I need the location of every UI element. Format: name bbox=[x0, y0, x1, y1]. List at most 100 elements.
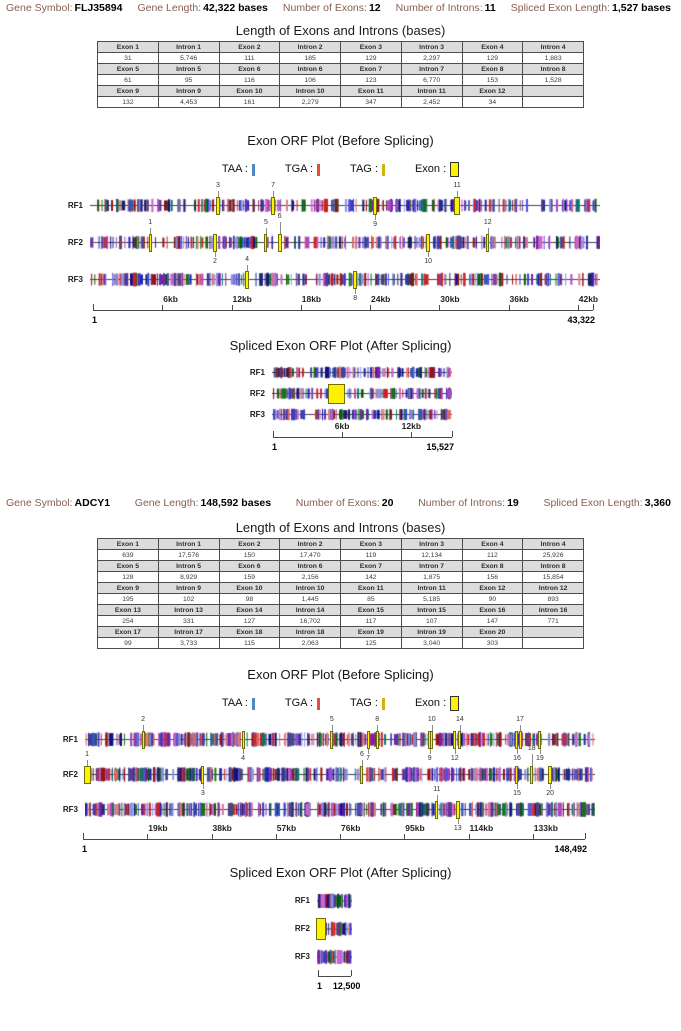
exon-intron-value-cell: 129 bbox=[340, 52, 402, 64]
exon-intron-header-cell: Exon 3 bbox=[340, 41, 402, 53]
exon-intron-header-cell: Intron 10 bbox=[279, 582, 341, 594]
gene-summary-bar: Gene Symbol: FLJ35894 Gene Length: 42,322 b… bbox=[0, 2, 681, 15]
exon-intron-header-cell: Exon 3 bbox=[340, 538, 402, 550]
exon-marker-leader bbox=[377, 724, 379, 731]
orf-track-area: 1 3 6 15 18 20 bbox=[83, 745, 595, 797]
exon-marker-number: 8 bbox=[375, 715, 380, 723]
exon-marker-number: 12 bbox=[450, 754, 459, 762]
exon-intron-header-cell: Exon 5 bbox=[97, 63, 159, 75]
table-header-row: Exon 13 Intron 13 Exon 14 Intron 14 Exon 15 I… bbox=[97, 604, 584, 616]
orf-track-area bbox=[272, 362, 452, 383]
orf-track-rf2: RF2 bbox=[0, 383, 681, 404]
axis-end-tick bbox=[273, 431, 274, 437]
exon-marker-leader bbox=[457, 818, 459, 824]
exon-intron-value-cell: 4,453 bbox=[157, 96, 220, 108]
exon-intron-header-cell: Exon 14 bbox=[218, 604, 281, 616]
exon-marker-leader bbox=[331, 724, 333, 731]
axis-end-tick bbox=[585, 833, 586, 839]
exon-marker-number: 4 bbox=[245, 255, 250, 263]
exon-marker-number: 14 bbox=[455, 715, 464, 723]
exon-intron-value-cell: 123 bbox=[340, 74, 402, 86]
stop-codon-ticks-canvas bbox=[90, 187, 600, 224]
gene-summary-value: FLJ35894 bbox=[74, 2, 123, 14]
axis-line bbox=[318, 976, 351, 977]
axis-tick-label: 30kb bbox=[440, 294, 460, 304]
exon-marker bbox=[518, 730, 522, 749]
exon-intron-header-cell: Intron 15 bbox=[400, 604, 463, 616]
exon-intron-header-cell: Intron 5 bbox=[157, 63, 220, 75]
axis-end-label: 15,527 bbox=[426, 442, 454, 452]
reading-frame-label: RF1 bbox=[249, 367, 265, 377]
exon-intron-header-cell: Intron 16 bbox=[522, 604, 584, 616]
exon-marker-number: 1 bbox=[148, 218, 153, 226]
table-value-row: 254 331 127 16,702 117 107 147 771 bbox=[97, 615, 584, 627]
orf-legend: TAA : TGA : TAG : Exon : bbox=[0, 696, 681, 711]
orf-track-rf1: RF1 3 7 9 11 bbox=[0, 182, 681, 228]
axis-tick bbox=[468, 834, 470, 839]
exon-marker bbox=[375, 730, 379, 749]
after-splicing-tracks: RF1 RF2 RF3 bbox=[0, 887, 681, 971]
gene-summary-value: 42,322 bases bbox=[203, 2, 268, 14]
exon-intron-value-cell: 147 bbox=[461, 615, 524, 627]
axis-tick bbox=[404, 834, 406, 839]
exon-intron-value-cell: 102 bbox=[157, 593, 220, 605]
exon-intron-header-cell: Exon 18 bbox=[218, 626, 281, 638]
gene-summary-label: Gene Length: bbox=[134, 497, 199, 509]
exon-marker-number: 8 bbox=[353, 294, 358, 302]
after-splicing-axis: 1 12,500 bbox=[0, 970, 681, 999]
gene-summary-label: Number of Introns: bbox=[395, 2, 483, 14]
stop-codon-ticks-canvas bbox=[272, 383, 452, 404]
exon-marker-leader bbox=[531, 753, 533, 766]
exon-intron-value-cell: 127 bbox=[218, 615, 281, 627]
table-header-row: Exon 9 Intron 9 Exon 10 Intron 10 Exon 11 Int… bbox=[97, 582, 584, 594]
exon-marker bbox=[548, 765, 553, 784]
legend-item: TAG : bbox=[350, 162, 385, 177]
exon-marker-number: 4 bbox=[241, 754, 246, 762]
exon-intron-value-cell: 2,156 bbox=[279, 571, 341, 583]
exon-marker-leader bbox=[214, 251, 216, 257]
axis-tick-label: 76kb bbox=[341, 823, 361, 833]
axis-tick-label: 12kb bbox=[232, 294, 252, 304]
orf-track-rf2: RF2 bbox=[0, 915, 681, 943]
exon-marker-leader bbox=[436, 794, 438, 801]
exon-marker bbox=[277, 233, 282, 252]
gene-summary-field-1: Gene Length: 148,592 bases bbox=[135, 497, 271, 510]
exon-intron-value-cell: 6,770 bbox=[400, 74, 463, 86]
reading-frame-label: RF3 bbox=[249, 409, 265, 419]
exon-marker bbox=[430, 730, 434, 749]
exon-intron-value-cell: 119 bbox=[340, 549, 402, 561]
axis-tick bbox=[577, 305, 579, 310]
exon-intron-value-cell: 893 bbox=[522, 593, 584, 605]
exon-intron-value-cell: 331 bbox=[157, 615, 220, 627]
axis-tick bbox=[162, 305, 164, 310]
exon-intron-value-cell: 2,452 bbox=[400, 96, 463, 108]
exon-intron-value-cell: 2,297 bbox=[400, 52, 463, 64]
exon-marker bbox=[241, 730, 245, 749]
exon-marker-leader bbox=[243, 748, 245, 754]
exon-intron-value-cell: 25,926 bbox=[522, 549, 584, 561]
exon-intron-header-cell: Intron 6 bbox=[279, 63, 341, 75]
exon-intron-header-cell: Exon 15 bbox=[340, 604, 402, 616]
gene-section-adcy1: Gene Symbol: ADCY1 Gene Length: 148,592 bas… bbox=[0, 497, 681, 999]
exon-intron-header-cell: Intron 4 bbox=[522, 41, 584, 53]
axis-tick-label: 18kb bbox=[301, 294, 322, 304]
axis-end-tick bbox=[318, 970, 319, 976]
exon-marker-number: 15 bbox=[513, 789, 521, 797]
exon-intron-value-cell: 115 bbox=[218, 637, 281, 649]
stop-codon-ticks-canvas bbox=[90, 224, 600, 261]
orf-track-rf1: RF1 2 4 5 7 8 9 10 12 14 16 17 19 bbox=[0, 716, 681, 762]
exon-intron-value-cell: 85 bbox=[340, 593, 402, 605]
exon-intron-header-cell: Exon 8 bbox=[461, 560, 524, 572]
orf-track-area bbox=[315, 915, 352, 943]
exon-marker-number: 7 bbox=[271, 181, 276, 189]
exon-intron-value-cell: 3,040 bbox=[400, 637, 463, 649]
legend-item: TGA : bbox=[285, 162, 321, 177]
exon-intron-value-cell: 153 bbox=[461, 74, 524, 86]
before-splicing-axis: 19kb 38kb 57kb 76kb 95kb 114kb 133kb 1 148,492 bbox=[0, 823, 681, 861]
gene-summary-value: 1,527 bases bbox=[611, 2, 671, 14]
reading-frame-label: RF3 bbox=[67, 274, 83, 284]
exon-intron-header-cell: Exon 7 bbox=[340, 63, 402, 75]
orf-track-rf3: RF3 11 13 bbox=[0, 786, 681, 832]
